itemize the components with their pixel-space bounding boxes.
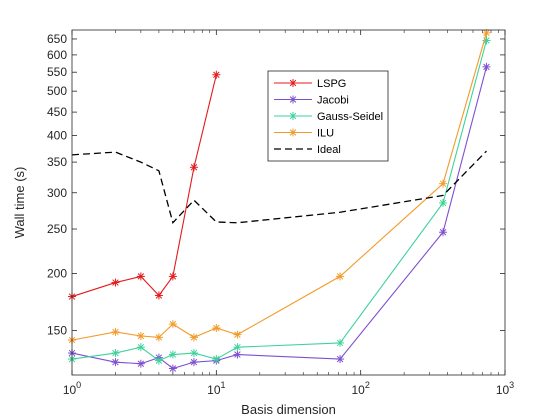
data-point-jacobi <box>189 358 198 367</box>
y-tick-label: 600 <box>47 48 67 62</box>
y-tick-label: 150 <box>47 324 67 338</box>
data-point-gauss-seidel <box>233 343 242 352</box>
data-point-ilu <box>136 331 145 340</box>
legend-marker-lspg <box>289 79 297 87</box>
data-point-ilu <box>482 28 491 37</box>
data-point-jacobi <box>482 62 491 71</box>
legend-label-gauss-seidel: Gauss-Seidel <box>317 111 383 123</box>
data-point-gauss-seidel <box>111 349 120 358</box>
data-point-ilu <box>439 179 448 188</box>
data-point-gauss-seidel <box>189 349 198 358</box>
data-point-ilu <box>154 333 163 342</box>
data-point-lspg <box>212 70 221 79</box>
data-point-gauss-seidel <box>439 198 448 207</box>
y-tick-label: 650 <box>47 32 67 46</box>
data-point-lspg <box>136 272 145 281</box>
axes-layer <box>71 29 506 376</box>
y-axis-label: Wall time (s) <box>12 167 27 239</box>
data-point-jacobi <box>168 364 177 373</box>
y-tick-label: 400 <box>47 129 67 143</box>
data-point-lspg <box>154 291 163 300</box>
data-point-gauss-seidel <box>336 338 345 347</box>
data-point-ilu <box>189 333 198 342</box>
y-tick-label: 250 <box>47 222 67 236</box>
legend-label-lspg: LSPG <box>317 78 346 90</box>
y-tick-label: 200 <box>47 266 67 280</box>
data-point-lspg <box>111 278 120 287</box>
x-tick-label: 103 <box>496 380 514 397</box>
data-point-jacobi <box>136 359 145 368</box>
y-tick-label: 450 <box>47 105 67 119</box>
data-point-lspg <box>189 163 198 172</box>
y-tick-label: 300 <box>47 186 67 200</box>
x-tick-label: 100 <box>63 380 81 397</box>
data-point-gauss-seidel <box>136 343 145 352</box>
y-tick-label: 350 <box>47 155 67 169</box>
data-point-gauss-seidel <box>168 350 177 359</box>
data-point-jacobi <box>233 350 242 359</box>
data-point-jacobi <box>336 355 345 364</box>
data-point-gauss-seidel <box>154 356 163 365</box>
data-point-ilu <box>168 320 177 329</box>
plot-area-frame <box>71 29 506 376</box>
legend-label-ilu: ILU <box>317 128 334 140</box>
x-axis-label: Basis dimension <box>241 402 336 417</box>
data-point-ilu <box>111 327 120 336</box>
y-tick-label: 500 <box>47 84 67 98</box>
series-layer <box>68 28 491 373</box>
data-point-ilu <box>233 330 242 339</box>
legend-marker-gauss-seidel <box>289 112 297 120</box>
series-line-ideal <box>71 150 487 225</box>
data-point-lspg <box>168 272 177 281</box>
data-point-jacobi <box>439 228 448 237</box>
legend-label-ideal: Ideal <box>317 144 341 156</box>
legend-marker-ilu <box>289 128 297 137</box>
legend: LSPG Jacobi Gauss-Seidel ILU Ideal <box>267 70 389 162</box>
data-point-gauss-seidel <box>212 355 221 364</box>
data-point-ilu <box>336 272 345 281</box>
legend-label-jacobi: Jacobi <box>317 95 349 107</box>
data-point-jacobi <box>111 358 120 367</box>
x-tick-label: 101 <box>207 380 225 397</box>
y-tick-label: 550 <box>47 65 67 79</box>
ticks-layer: 100 101 102 103 150 200 250 300 350 400 450 500 550 6… <box>47 30 514 397</box>
legend-marker-jacobi <box>289 95 297 104</box>
data-point-ilu <box>212 323 221 332</box>
x-tick-label: 102 <box>351 380 369 397</box>
